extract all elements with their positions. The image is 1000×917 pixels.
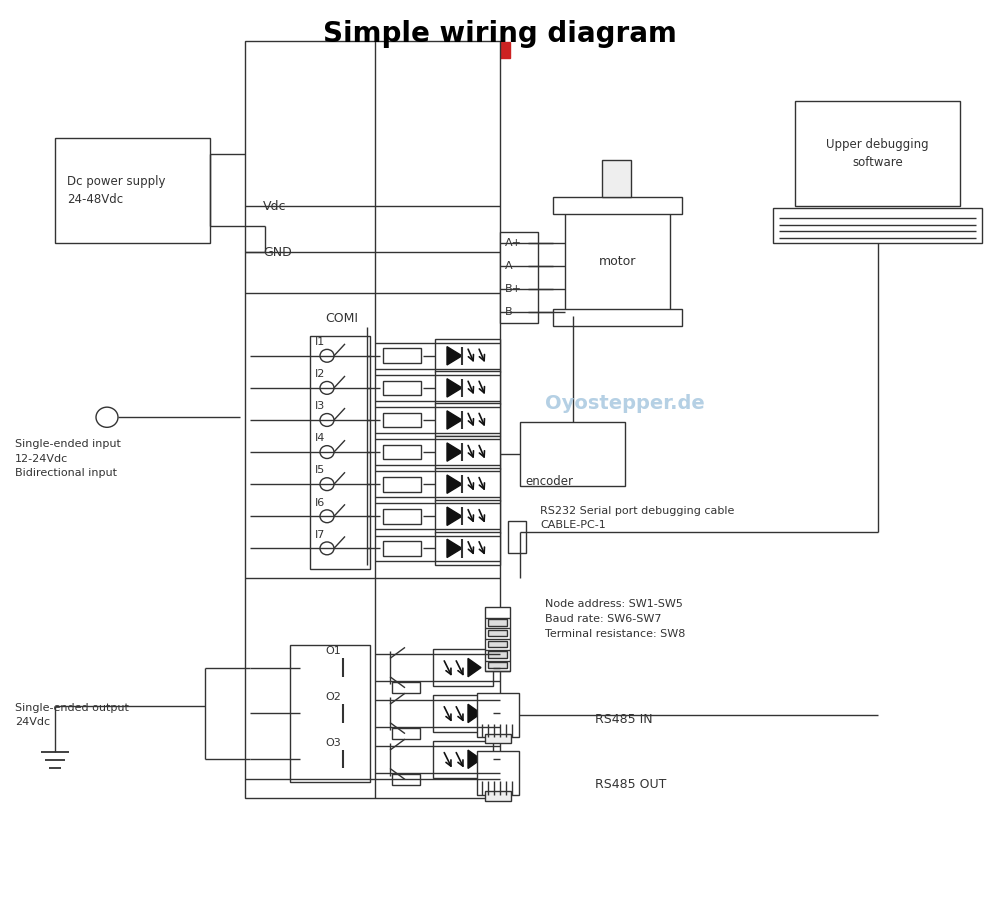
Polygon shape — [447, 347, 462, 365]
Bar — [383, 348, 421, 363]
Polygon shape — [330, 704, 343, 723]
Bar — [485, 791, 511, 801]
Text: RS232 Serial port debugging cable
CABLE-PC-1: RS232 Serial port debugging cable CABLE-… — [540, 506, 734, 530]
Bar — [477, 693, 519, 737]
Bar — [445, 42, 510, 58]
Text: I3: I3 — [315, 402, 325, 411]
Polygon shape — [447, 443, 462, 461]
Polygon shape — [447, 507, 462, 525]
Bar — [55, 138, 210, 243]
Text: Single-ended input
12-24Vdc
Bidirectional input: Single-ended input 12-24Vdc Bidirectiona… — [15, 438, 121, 479]
Polygon shape — [447, 379, 462, 397]
Bar — [290, 645, 370, 782]
Polygon shape — [468, 704, 481, 723]
Bar — [433, 649, 493, 686]
Bar — [795, 101, 960, 206]
Text: I1: I1 — [315, 337, 325, 347]
Bar — [435, 500, 500, 533]
Text: I5: I5 — [315, 466, 325, 475]
Text: O1: O1 — [325, 646, 341, 656]
Polygon shape — [468, 750, 481, 768]
Bar — [488, 651, 507, 657]
Text: Oyostepper.de: Oyostepper.de — [545, 394, 705, 413]
Text: I6: I6 — [315, 498, 325, 507]
Bar — [392, 774, 420, 785]
Polygon shape — [330, 750, 343, 768]
Bar — [773, 208, 982, 243]
Text: A-: A- — [505, 261, 516, 271]
Text: motor: motor — [599, 255, 636, 268]
Bar — [435, 371, 500, 404]
Text: COMI: COMI — [325, 312, 358, 325]
Bar — [383, 381, 421, 395]
Bar — [310, 336, 370, 569]
Bar — [392, 728, 420, 739]
Bar — [435, 468, 500, 501]
Text: Upper debugging
software: Upper debugging software — [826, 138, 929, 169]
Text: I4: I4 — [315, 434, 325, 443]
Bar — [392, 682, 420, 693]
Bar — [435, 339, 500, 372]
Text: B+: B+ — [505, 284, 522, 293]
Bar — [383, 541, 421, 556]
Text: I7: I7 — [315, 530, 325, 539]
Bar — [435, 436, 500, 469]
Bar — [383, 413, 421, 427]
Bar — [565, 206, 670, 316]
Bar — [433, 695, 493, 732]
Text: Node address: SW1-SW5
Baud rate: SW6-SW7
Terminal resistance: SW8: Node address: SW1-SW5 Baud rate: SW6-SW7… — [545, 599, 685, 639]
Polygon shape — [468, 658, 481, 677]
Bar — [433, 741, 493, 778]
Bar — [488, 619, 507, 625]
Bar — [508, 521, 526, 553]
Text: Simple wiring diagram: Simple wiring diagram — [323, 20, 677, 48]
Bar — [488, 641, 507, 647]
Text: B-: B- — [505, 307, 517, 316]
Polygon shape — [447, 539, 462, 558]
Text: Dc power supply
24-48Vdc: Dc power supply 24-48Vdc — [67, 175, 166, 205]
Bar — [245, 41, 500, 798]
Bar — [488, 630, 507, 636]
Polygon shape — [447, 411, 462, 429]
Bar — [477, 751, 519, 795]
Text: RS485 OUT: RS485 OUT — [595, 778, 666, 790]
Bar — [553, 309, 682, 326]
Bar — [500, 232, 538, 323]
Text: encoder: encoder — [525, 475, 573, 488]
Polygon shape — [330, 658, 343, 677]
Text: RS485 IN: RS485 IN — [595, 713, 653, 726]
Polygon shape — [447, 475, 462, 493]
Bar — [602, 160, 631, 197]
Bar — [520, 422, 625, 486]
Text: O3: O3 — [325, 738, 341, 747]
Text: Vdc: Vdc — [263, 200, 287, 213]
Bar — [383, 445, 421, 459]
Bar — [383, 509, 421, 524]
Text: I2: I2 — [315, 370, 325, 379]
Text: Single-ended output
24Vdc: Single-ended output 24Vdc — [15, 703, 129, 727]
Bar — [485, 734, 511, 743]
Text: O2: O2 — [325, 692, 341, 702]
Bar — [485, 607, 510, 671]
Text: GND: GND — [263, 246, 292, 259]
Text: A+: A+ — [505, 238, 522, 248]
Bar — [553, 197, 682, 214]
Bar — [488, 662, 507, 668]
Bar — [435, 403, 500, 436]
Bar — [435, 532, 500, 565]
Bar — [383, 477, 421, 492]
